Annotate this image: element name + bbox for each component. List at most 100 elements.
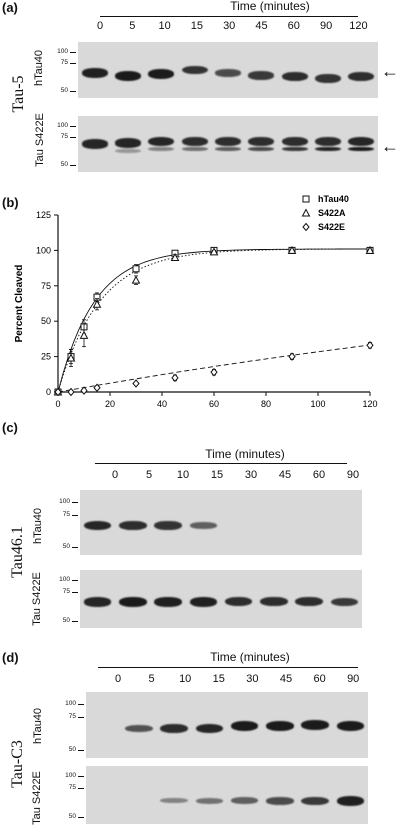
panel-label-b: (b) (2, 195, 19, 210)
x-tick-label: 40 (157, 399, 167, 409)
blot-band-lower (281, 146, 308, 151)
data-point-s422a (365, 245, 375, 254)
blot-band (224, 597, 253, 607)
blot-band (301, 720, 329, 730)
mw-marker-tick (70, 52, 76, 54)
mw-marker-label: 75 (68, 784, 76, 792)
time-label: 45 (279, 673, 293, 685)
blot-band (115, 70, 141, 81)
panel-label-d: (d) (2, 650, 19, 665)
time-label: 30 (223, 20, 236, 32)
time-label: 15 (210, 469, 224, 481)
blot-band (181, 65, 208, 75)
arrow-icon: ← (381, 136, 399, 156)
blot-band (348, 72, 375, 82)
time-label: 0 (111, 469, 119, 481)
panel-label-c: (c) (2, 420, 18, 435)
mw-marker-label: 75 (68, 713, 76, 721)
mw-marker-tick (70, 165, 76, 167)
blot-band (330, 597, 359, 607)
blot-band (281, 72, 308, 82)
western-blot-a-s422e (78, 116, 378, 172)
legend-entry: S422E (318, 222, 345, 232)
time-label: 45 (278, 469, 292, 481)
blot-band (195, 723, 224, 733)
time-label: 60 (287, 20, 300, 32)
mw-marker-tick (78, 717, 84, 719)
blot-band (195, 797, 224, 804)
blot-band (336, 721, 365, 732)
blot-band (119, 521, 147, 531)
blot-band (189, 522, 218, 530)
y-tick-label: 0 (46, 387, 51, 397)
row-label-d-htau40: hTau40 (32, 707, 44, 745)
data-point-s422e (210, 367, 218, 377)
western-blot-d-htau40 (86, 692, 368, 758)
mw-marker-tick (70, 137, 76, 139)
blot-band (125, 724, 153, 732)
row-label-d-s422e: Tau S422E (31, 771, 43, 825)
blot-band-lower (148, 146, 175, 151)
time-label: 120 (349, 20, 368, 32)
mw-marker-label: 100 (59, 497, 70, 505)
mw-marker-tick (78, 776, 84, 778)
legend-entry: S422A (318, 208, 346, 218)
legend-marker (301, 208, 311, 217)
blot-band (154, 521, 182, 531)
data-point-s422e (171, 373, 179, 383)
mw-marker-tick (72, 547, 78, 549)
blot-band-lower (215, 146, 241, 151)
data-point-s422e (288, 352, 296, 361)
mw-marker-label: 50 (62, 617, 70, 625)
row-label-a-htau40: hTau40 (33, 49, 45, 87)
blot-band (248, 136, 275, 146)
data-point-s422a (131, 275, 141, 284)
data-point-s422a (66, 353, 76, 362)
time-label: 10 (158, 20, 171, 32)
time-label: 5 (129, 20, 136, 32)
time-label: 90 (319, 20, 333, 32)
legend-marker (302, 195, 310, 203)
row-label-c-htau40: hTau40 (32, 507, 44, 545)
time-bar-c (95, 463, 347, 465)
blot-band (83, 597, 112, 607)
mw-marker-label: 50 (62, 543, 70, 551)
mw-marker-tick (72, 621, 78, 623)
mw-marker-label: 75 (62, 588, 70, 596)
time-label: 15 (212, 673, 225, 685)
time-label: 45 (255, 20, 268, 32)
mw-marker-tick (78, 817, 84, 819)
blot-band (148, 69, 175, 80)
blot-band (301, 796, 329, 806)
mw-marker-label: 50 (60, 87, 68, 95)
mw-marker-label: 50 (60, 161, 68, 169)
legend-entry: hTau40 (318, 194, 349, 204)
mw-marker-label: 100 (65, 772, 76, 780)
panel-label-a: (a) (2, 0, 18, 15)
blot-band (154, 597, 182, 607)
blot-band-lower (348, 146, 375, 151)
time-label: 60 (312, 469, 326, 481)
blot-band-lower (115, 148, 141, 153)
x-tick-label: 80 (261, 399, 271, 409)
data-point-s422e (67, 387, 75, 397)
blot-band (189, 597, 218, 607)
blot-band (160, 723, 188, 733)
time-label: 15 (190, 20, 204, 32)
time-label: 5 (145, 469, 153, 481)
blot-band (348, 136, 375, 146)
western-blot-d-s422e (86, 766, 368, 824)
x-tick-label: 0 (55, 399, 60, 409)
x-tick-label: 120 (362, 399, 377, 409)
data-point-s422e (366, 341, 374, 350)
time-label: 0 (96, 20, 104, 32)
mw-marker-tick (78, 703, 84, 705)
blot-band (230, 797, 259, 805)
blot-band (81, 139, 108, 149)
blot-band (281, 136, 308, 146)
y-axis-label: Percent Cleaved (14, 265, 25, 343)
row-label-c-s422e: Tau S422E (31, 572, 43, 626)
antibody-label-d: Tau-C3 (9, 740, 26, 788)
mw-marker-tick (70, 126, 76, 128)
data-point-s422e (93, 383, 101, 393)
